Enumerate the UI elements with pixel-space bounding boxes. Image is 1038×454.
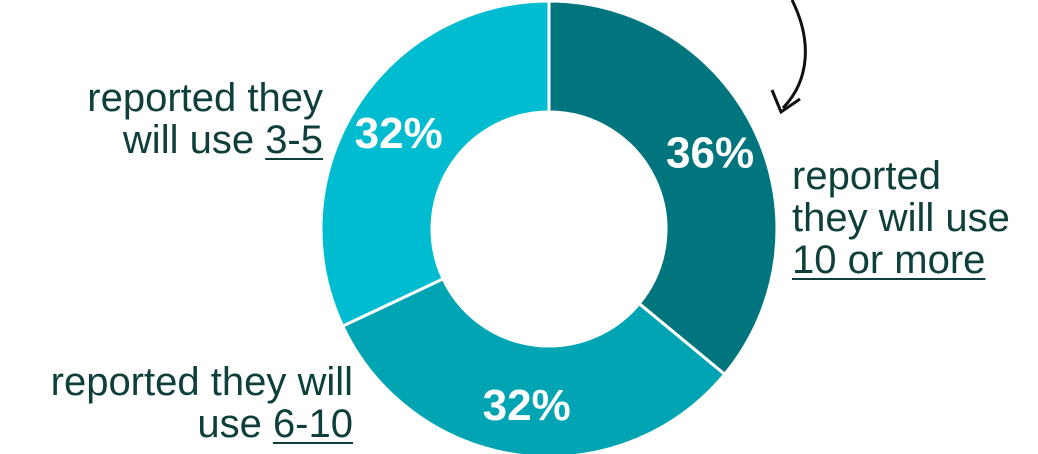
label-3-5-line2: will use 3-5 [87, 119, 323, 161]
slice-3-5-percent-label: 32% [355, 109, 443, 158]
donut-slices [319, 0, 779, 454]
label-10-more-line3: 10 or more [792, 239, 1010, 281]
label-uses-6-10: reported they will use 6-10 [51, 361, 353, 445]
label-3-5-value: 3-5 [265, 118, 323, 162]
label-10-more-line1: reported [792, 154, 941, 198]
arrow-annotation [781, 0, 807, 110]
donut-slice-labels: 36% 32% 32% [355, 109, 754, 430]
slice-6-10 [340, 276, 727, 454]
label-10-more-value: 10 or more [792, 238, 986, 282]
label-10-more-line2: they will use [792, 196, 1010, 240]
label-3-5-line1: reported they [87, 76, 323, 120]
slice-10-or-more-percent-label: 36% [666, 129, 754, 178]
label-6-10-line1: reported they will [50, 360, 353, 404]
label-uses-10-or-more: reported they will use 10 or more [792, 155, 1010, 281]
label-6-10-text: use [197, 402, 273, 446]
slice-3-5 [319, 0, 551, 329]
label-6-10-value: 6-10 [272, 402, 353, 446]
slice-6-10-percent-label: 32% [483, 381, 571, 430]
arrow-head-icon [770, 89, 801, 115]
label-6-10-line2: use 6-10 [51, 403, 353, 445]
label-3-5-text: will use [122, 118, 266, 162]
slice-10-or-more [547, 0, 779, 377]
label-uses-3-5: reported they will use 3-5 [87, 77, 323, 161]
